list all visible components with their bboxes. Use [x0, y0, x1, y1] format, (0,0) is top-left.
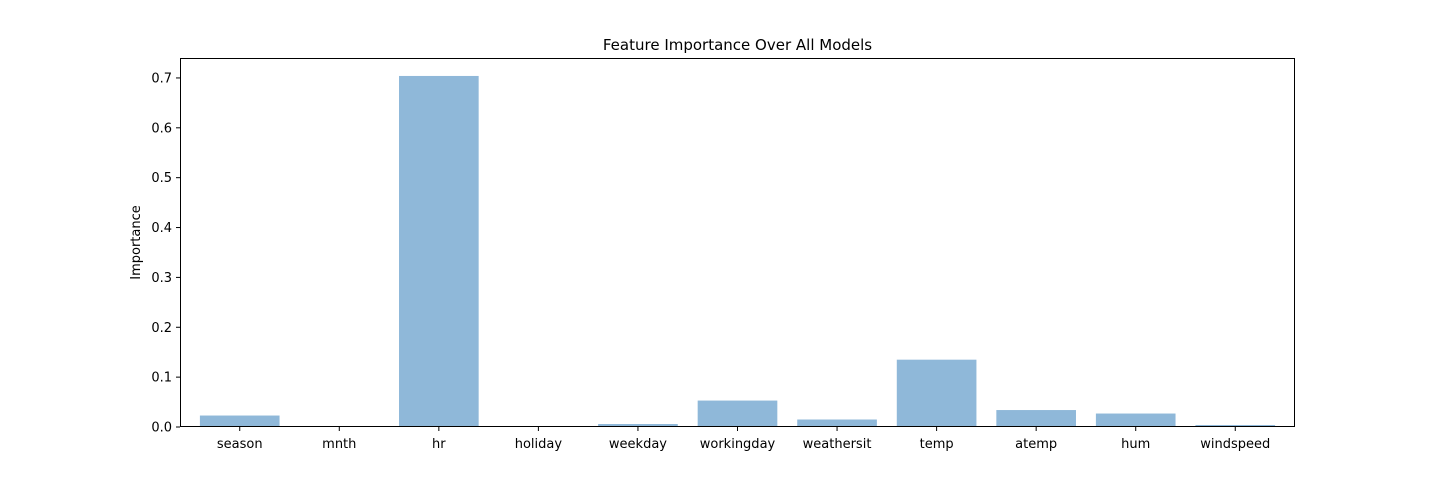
y-tick-label: 0.2 [151, 321, 172, 336]
y-tick-label: 0.0 [151, 421, 172, 436]
x-tick-label: season [217, 437, 263, 452]
x-tick-label: weekday [609, 437, 667, 452]
bar-workingday [697, 400, 778, 427]
bar-hum [1095, 413, 1176, 427]
y-tick-label: 0.6 [151, 121, 172, 136]
x-tick-label: weathersit [803, 437, 872, 452]
bar-temp [896, 359, 977, 427]
x-tick-label: atemp [1015, 437, 1057, 452]
bar-weathersit [797, 419, 877, 427]
x-tick-label: windspeed [1200, 437, 1270, 452]
x-tick-label: hum [1121, 437, 1150, 452]
bar-hr [399, 75, 479, 427]
x-tick-label: hr [432, 437, 446, 452]
x-tick-label: temp [920, 437, 954, 452]
x-axis-ticks: season mnth hr holiday weekday workingday weat… [217, 427, 1270, 452]
bar-atemp [996, 410, 1076, 427]
x-tick-label: workingday [700, 437, 776, 452]
bar-season [199, 415, 280, 427]
y-tick-label: 0.1 [151, 371, 172, 386]
chart-title: Feature Importance Over All Models [603, 36, 872, 54]
bar-weekday [598, 424, 678, 427]
plot-area-frame [180, 58, 1295, 427]
y-tick-label: 0.5 [151, 171, 172, 186]
y-tick-label: 0.7 [151, 71, 172, 86]
x-tick-label: holiday [515, 437, 563, 452]
y-tick-label: 0.3 [151, 271, 172, 286]
x-tick-label: mnth [322, 437, 356, 452]
bars-group [199, 75, 1276, 427]
y-tick-label: 0.4 [151, 221, 172, 236]
y-axis-ticks: 0.0 0.1 0.2 0.3 0.4 0.5 0.6 0.7 [151, 71, 180, 436]
y-axis-label: Importance [129, 205, 144, 280]
